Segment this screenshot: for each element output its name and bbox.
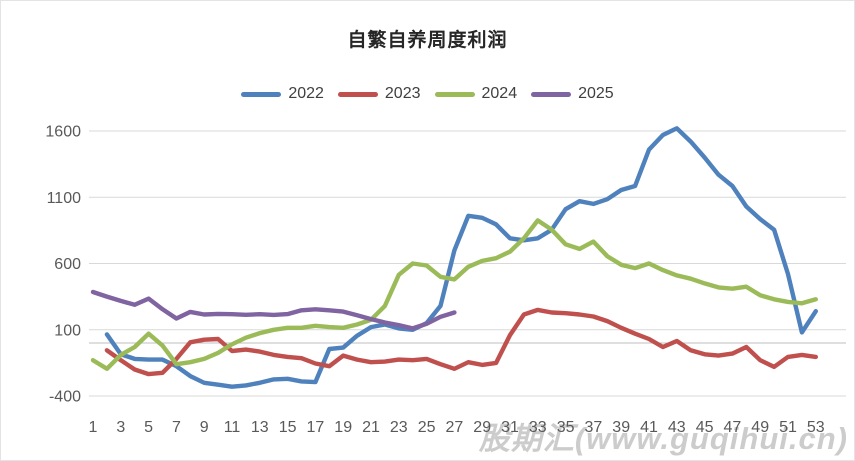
legend-item-2025: 2025 — [531, 85, 614, 103]
legend-label-2025: 2025 — [578, 85, 614, 102]
x-axis-label: 41 — [640, 419, 658, 436]
x-axis-label: 37 — [585, 419, 603, 436]
legend-item-2022: 2022 — [241, 85, 324, 103]
x-axis-label: 49 — [751, 419, 769, 436]
series-line-2023 — [104, 307, 818, 377]
legend-swatch-2024 — [434, 91, 475, 97]
x-axis-label: 43 — [668, 419, 686, 436]
y-axis-label: 1600 — [45, 124, 81, 141]
legend-swatch-2025 — [531, 91, 572, 97]
x-axis-label: 35 — [557, 419, 575, 436]
x-axis-label: 21 — [362, 419, 380, 436]
legend-swatch-2023 — [337, 91, 378, 97]
legend-item-2023: 2023 — [337, 85, 421, 103]
y-axis-label: -400 — [49, 389, 81, 406]
chart-legend: 2022 2023 2024 2025 — [1, 85, 854, 103]
series-line-2022 — [104, 126, 818, 389]
x-axis-label: 25 — [418, 419, 436, 436]
x-axis-label: 11 — [224, 419, 241, 436]
legend-label-2024: 2024 — [481, 85, 518, 102]
x-axis-label: 51 — [779, 419, 797, 436]
x-axis-label: 3 — [116, 419, 125, 436]
x-axis-label: 23 — [390, 419, 408, 436]
series-line-2025 — [90, 289, 457, 331]
legend-item-2024: 2024 — [434, 85, 518, 103]
x-axis-label: 9 — [200, 419, 209, 436]
x-axis-label: 7 — [172, 419, 181, 436]
x-axis-label: 1 — [89, 419, 98, 436]
x-axis-label: 17 — [307, 419, 325, 436]
y-axis-label: 100 — [54, 322, 81, 339]
chart-title: 自繁自养周度利润 — [347, 30, 508, 51]
x-axis-label: 53 — [807, 419, 825, 436]
series-line-2024 — [90, 218, 818, 371]
x-axis-label: 5 — [144, 419, 153, 436]
watermark: 股期汇(www.guqihui.cn) — [478, 421, 848, 456]
x-axis-label: 31 — [501, 419, 519, 436]
x-axis-label: 29 — [473, 419, 491, 436]
legend-label-2023: 2023 — [384, 85, 421, 102]
x-axis-label: 33 — [529, 419, 547, 436]
x-axis-label: 13 — [251, 419, 269, 436]
legend-swatch-2022 — [241, 91, 282, 97]
y-axis-label: 600 — [54, 256, 81, 273]
x-axis-label: 15 — [279, 419, 297, 436]
x-axis-label: 47 — [724, 419, 742, 436]
x-axis-label: 39 — [612, 419, 630, 436]
x-axis-label: 19 — [334, 419, 352, 436]
legend-label-2022: 2022 — [288, 85, 324, 102]
x-axis-label: 27 — [446, 419, 464, 436]
y-axis-label: 1100 — [47, 190, 82, 207]
x-axis-label: 45 — [696, 419, 714, 436]
